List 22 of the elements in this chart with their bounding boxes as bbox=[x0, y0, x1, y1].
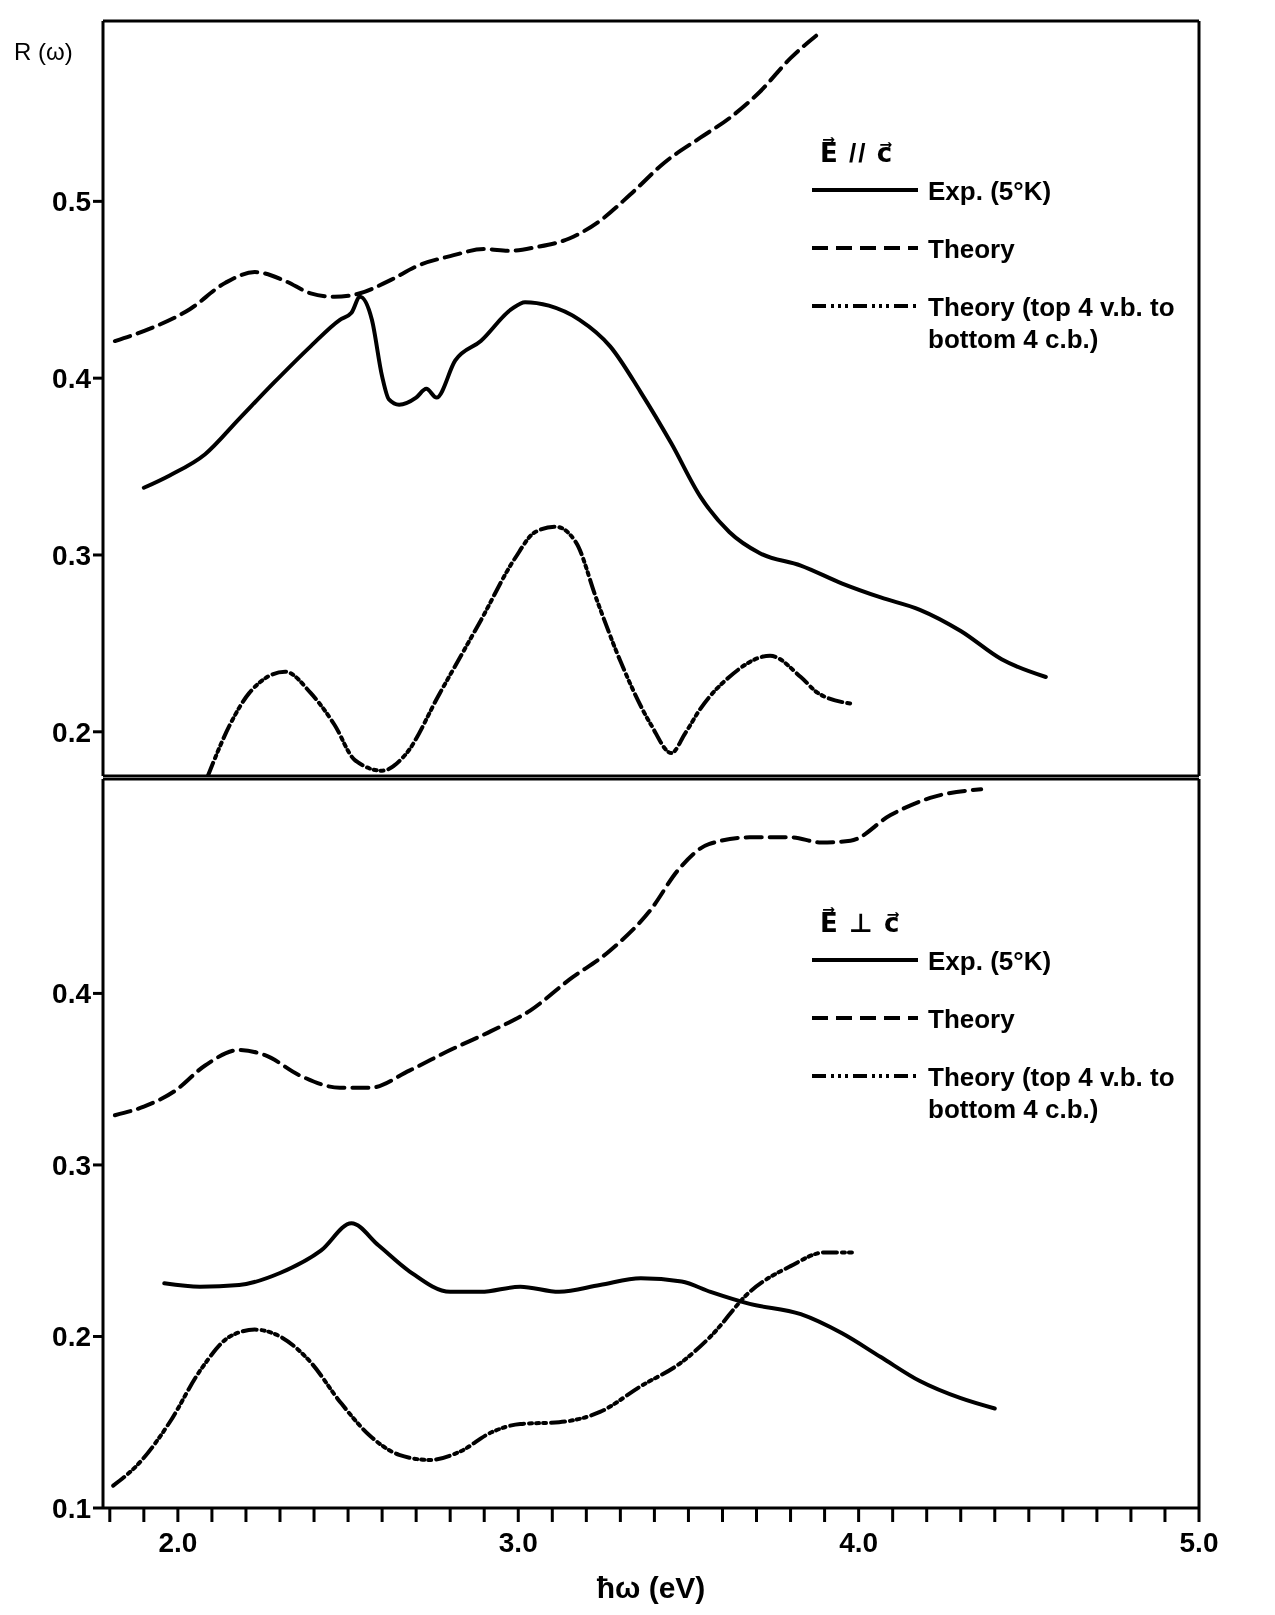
y-tick-label: 0.3 bbox=[52, 1149, 91, 1181]
legend-label: Exp. (5°K) bbox=[928, 945, 1053, 977]
x-tick-label: 4.0 bbox=[839, 1526, 879, 1558]
x-axis-title: ħω (eV) bbox=[596, 1571, 706, 1604]
x-tick-label: 2.0 bbox=[158, 1526, 198, 1558]
legend-title: E⃗ // c⃗ bbox=[820, 138, 896, 169]
x-tick-label: 5.0 bbox=[1179, 1526, 1219, 1558]
y-tick-label: 0.4 bbox=[52, 363, 92, 395]
legend-label: Exp. (5°K) bbox=[928, 175, 1053, 207]
y-tick-label: 0.5 bbox=[52, 186, 91, 218]
legend-label: Theory bbox=[928, 1003, 1016, 1035]
legend-label: Theory (top 4 v.b. to bottom 4 c.b.) bbox=[928, 291, 1176, 355]
y-tick-label: 0.4 bbox=[52, 978, 92, 1010]
y-tick-label: 0.3 bbox=[52, 539, 91, 571]
legend-title: E⃗ ⊥ c⃗ bbox=[820, 908, 903, 939]
y-tick-label: 0.2 bbox=[52, 1321, 91, 1353]
y-axis-title: R (ω) bbox=[14, 38, 73, 66]
legend-label: Theory (top 4 v.b. to bottom 4 c.b.) bbox=[928, 1061, 1176, 1125]
y-tick-label: 0.2 bbox=[52, 716, 91, 748]
y-tick-label: 0.1 bbox=[52, 1492, 91, 1524]
x-tick-label: 3.0 bbox=[498, 1526, 538, 1558]
legend-label: Theory bbox=[928, 233, 1016, 265]
